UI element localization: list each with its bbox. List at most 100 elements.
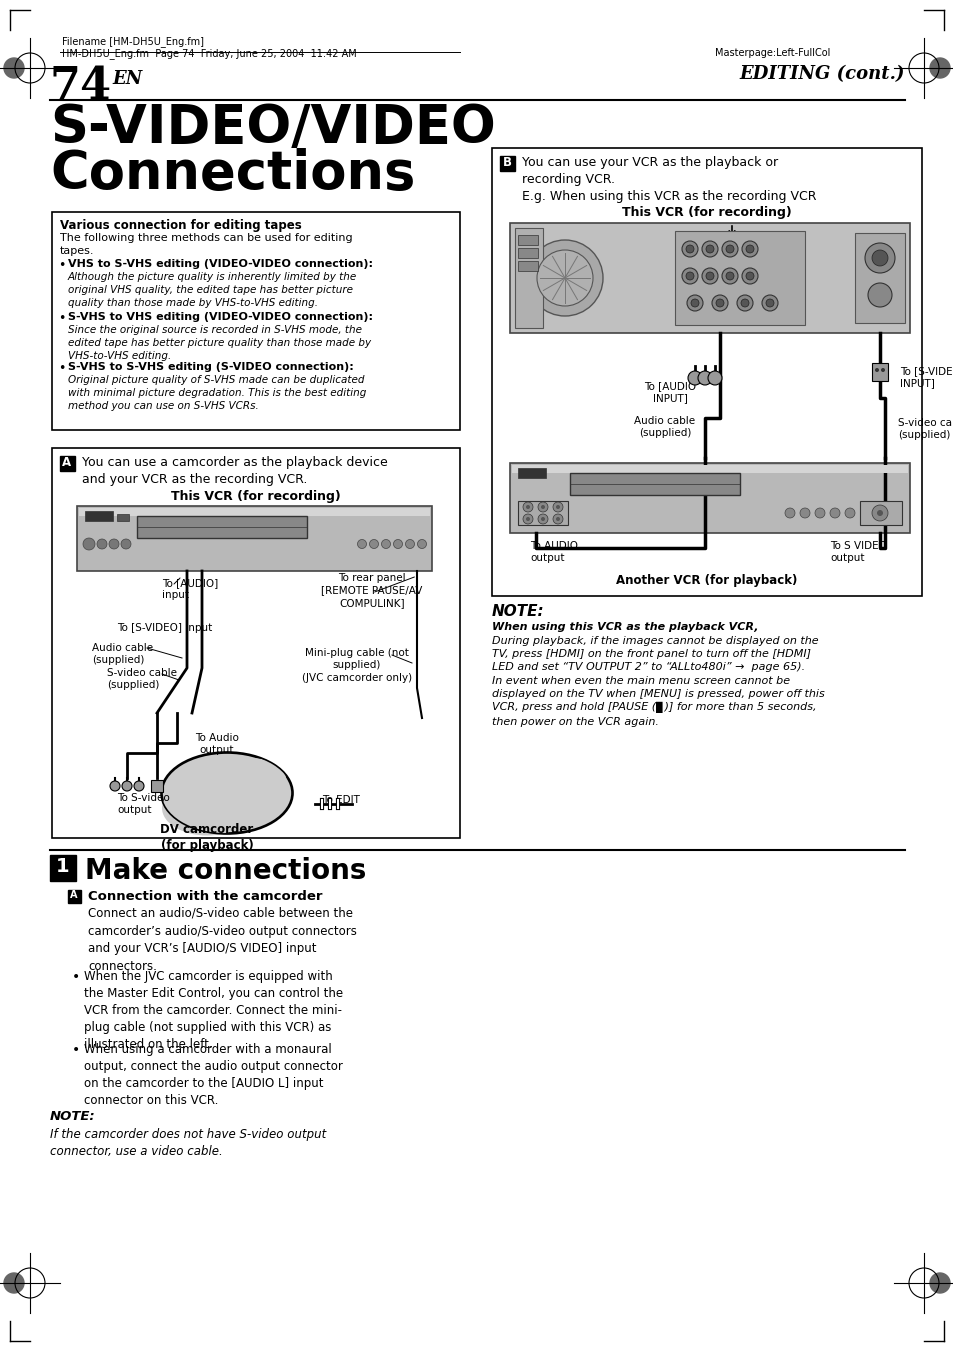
Text: VHS to S-VHS editing (VIDEO-VIDEO connection):: VHS to S-VHS editing (VIDEO-VIDEO connec…: [68, 259, 373, 269]
Text: During playback, if the images cannot be displayed on the
TV, press [HDMI] on th: During playback, if the images cannot be…: [492, 636, 824, 727]
Text: Masterpage:Left-FullCol: Masterpage:Left-FullCol: [714, 49, 829, 58]
Circle shape: [829, 508, 840, 517]
Text: Another VCR (for playback): Another VCR (for playback): [616, 574, 797, 586]
Circle shape: [745, 272, 753, 280]
Circle shape: [537, 250, 593, 305]
Text: HM-DH5U_Eng.fm  Page 74  Friday, June 25, 2004  11:42 AM: HM-DH5U_Eng.fm Page 74 Friday, June 25, …: [62, 49, 356, 59]
Circle shape: [871, 505, 887, 521]
Text: To rear panel
[REMOTE PAUSE/AV
COMPULINK]: To rear panel [REMOTE PAUSE/AV COMPULINK…: [321, 573, 422, 608]
Bar: [510, 223, 909, 332]
Text: •: •: [71, 970, 80, 984]
Text: JVC: JVC: [92, 511, 106, 517]
Bar: [137, 516, 307, 538]
Text: To S VIDEO
output: To S VIDEO output: [829, 540, 886, 563]
Ellipse shape: [216, 758, 287, 808]
Circle shape: [540, 505, 544, 509]
Text: •: •: [58, 362, 66, 376]
Text: If the camcorder does not have S-video output
connector, use a video cable.: If the camcorder does not have S-video o…: [50, 1128, 326, 1158]
Bar: [79, 508, 430, 516]
Circle shape: [553, 503, 562, 512]
Text: When using this VCR as the playback VCR,: When using this VCR as the playback VCR,: [492, 621, 758, 632]
Circle shape: [737, 295, 752, 311]
Text: NOTE:: NOTE:: [50, 1111, 95, 1123]
Text: NOTE:: NOTE:: [492, 604, 544, 619]
Circle shape: [741, 267, 758, 284]
Circle shape: [707, 372, 721, 385]
Text: Various connection for editing tapes: Various connection for editing tapes: [60, 219, 301, 232]
Text: A: A: [71, 890, 77, 900]
Circle shape: [110, 781, 120, 790]
Circle shape: [525, 517, 530, 521]
Text: Filename [HM-DH5U_Eng.fm]: Filename [HM-DH5U_Eng.fm]: [62, 36, 204, 47]
Text: To Audio
output: To Audio output: [194, 734, 238, 755]
Bar: [151, 780, 163, 792]
Circle shape: [745, 245, 753, 253]
Text: This VCR (for recording): This VCR (for recording): [621, 205, 791, 219]
Bar: [517, 249, 537, 258]
Circle shape: [725, 272, 733, 280]
Ellipse shape: [4, 1273, 24, 1293]
Bar: [499, 155, 515, 172]
Bar: [859, 501, 901, 526]
Text: Original picture quality of S-VHS made can be duplicated
with minimal picture de: Original picture quality of S-VHS made c…: [68, 376, 366, 412]
Circle shape: [357, 539, 366, 549]
Bar: [515, 228, 542, 328]
Bar: [512, 465, 907, 473]
Circle shape: [681, 267, 698, 284]
Bar: [510, 463, 909, 534]
Ellipse shape: [929, 58, 949, 78]
Text: Audio cable
(supplied): Audio cable (supplied): [91, 643, 153, 666]
Text: EDITING (cont.): EDITING (cont.): [739, 65, 904, 82]
Circle shape: [800, 508, 809, 517]
Bar: [77, 507, 432, 571]
Bar: [117, 513, 129, 521]
Bar: [52, 449, 459, 838]
Bar: [68, 890, 81, 902]
Circle shape: [393, 539, 402, 549]
Circle shape: [765, 299, 773, 307]
Circle shape: [880, 367, 884, 372]
Circle shape: [97, 539, 107, 549]
Text: Mini-plug cable (not
supplied)
(JVC camcorder only): Mini-plug cable (not supplied) (JVC camc…: [301, 648, 412, 682]
Circle shape: [705, 245, 713, 253]
Circle shape: [761, 295, 778, 311]
Circle shape: [690, 299, 699, 307]
Bar: [60, 457, 75, 471]
Text: •: •: [71, 1043, 80, 1056]
Bar: [517, 501, 567, 526]
Bar: [675, 231, 804, 326]
Circle shape: [721, 240, 738, 257]
Text: EN: EN: [112, 70, 142, 88]
Circle shape: [686, 295, 702, 311]
Bar: [854, 232, 904, 323]
Circle shape: [525, 505, 530, 509]
Text: S-video cable
(supplied): S-video cable (supplied): [107, 667, 177, 690]
Bar: [569, 473, 740, 494]
Bar: [52, 212, 459, 430]
Circle shape: [864, 243, 894, 273]
Circle shape: [537, 503, 547, 512]
Circle shape: [705, 272, 713, 280]
Circle shape: [109, 539, 119, 549]
Circle shape: [681, 240, 698, 257]
Circle shape: [721, 267, 738, 284]
Circle shape: [740, 299, 748, 307]
Text: •: •: [58, 259, 66, 272]
Ellipse shape: [4, 58, 24, 78]
Circle shape: [711, 295, 727, 311]
Text: Connect an audio/S-video cable between the
camcorder’s audio/S-video output conn: Connect an audio/S-video cable between t…: [88, 907, 356, 973]
Circle shape: [687, 372, 701, 385]
Text: This VCR (for recording): This VCR (for recording): [171, 490, 340, 503]
Ellipse shape: [929, 1273, 949, 1293]
Text: S-VIDEO/VIDEO: S-VIDEO/VIDEO: [50, 101, 496, 154]
Bar: [517, 467, 545, 478]
Text: To AUDIO
output: To AUDIO output: [530, 540, 578, 563]
Circle shape: [685, 245, 693, 253]
Circle shape: [556, 517, 559, 521]
Circle shape: [725, 245, 733, 253]
Circle shape: [133, 781, 144, 790]
Circle shape: [814, 508, 824, 517]
Circle shape: [701, 240, 718, 257]
Text: To S-video
output: To S-video output: [117, 793, 170, 816]
Circle shape: [716, 299, 723, 307]
